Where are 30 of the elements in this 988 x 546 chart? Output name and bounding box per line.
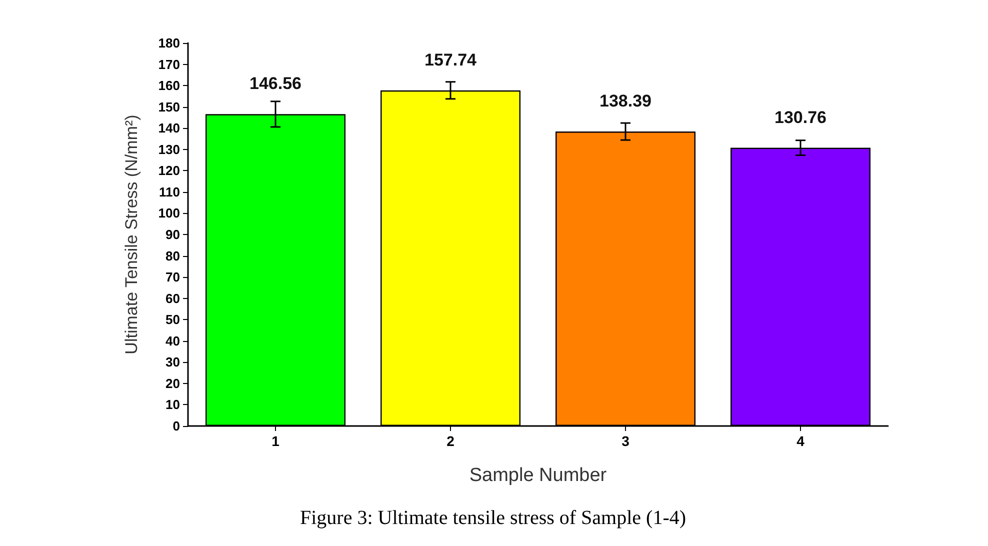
y-tick-label: 160 [158,78,180,94]
y-tick-label: 140 [158,120,180,136]
y-tick-label: 0 [172,418,180,434]
x-axis-title: Sample Number [469,465,608,486]
y-tick-label: 50 [166,312,180,328]
y-tick-label: 70 [166,270,180,285]
y-tick-label: 180 [158,36,180,50]
y-tick-label: 150 [158,99,180,114]
data-label: 130.76 [774,108,826,127]
data-label: 157.74 [424,50,478,70]
y-tick-label: 130 [158,142,180,157]
data-label: 138.39 [600,92,652,111]
x-tick-label: 1 [272,433,280,449]
y-tick-label: 110 [159,184,180,200]
caption: Figure 3: Ultimate tensile stress of Sample (1-4) [300,507,686,529]
y-axis-title: Ultimate Tensile Stress (N/mm²) [122,114,141,354]
y-tick-label: 60 [166,290,180,306]
x-tick-label: 3 [622,433,630,449]
y-tick-label: 90 [166,227,180,242]
x-tick-label: 2 [446,433,455,449]
y-tick-label: 80 [166,248,180,264]
x-tick-label: 4 [796,433,805,449]
y-tick-label: 30 [166,354,180,370]
data-label: 146.56 [250,74,302,94]
y-tick-label: 40 [166,333,180,348]
y-tick-label: 10 [166,397,180,412]
y-tick-label: 120 [158,163,180,178]
y-tick-label: 170 [158,56,180,72]
y-tick-label: 20 [166,376,180,391]
y-tick-label: 100 [158,206,180,221]
